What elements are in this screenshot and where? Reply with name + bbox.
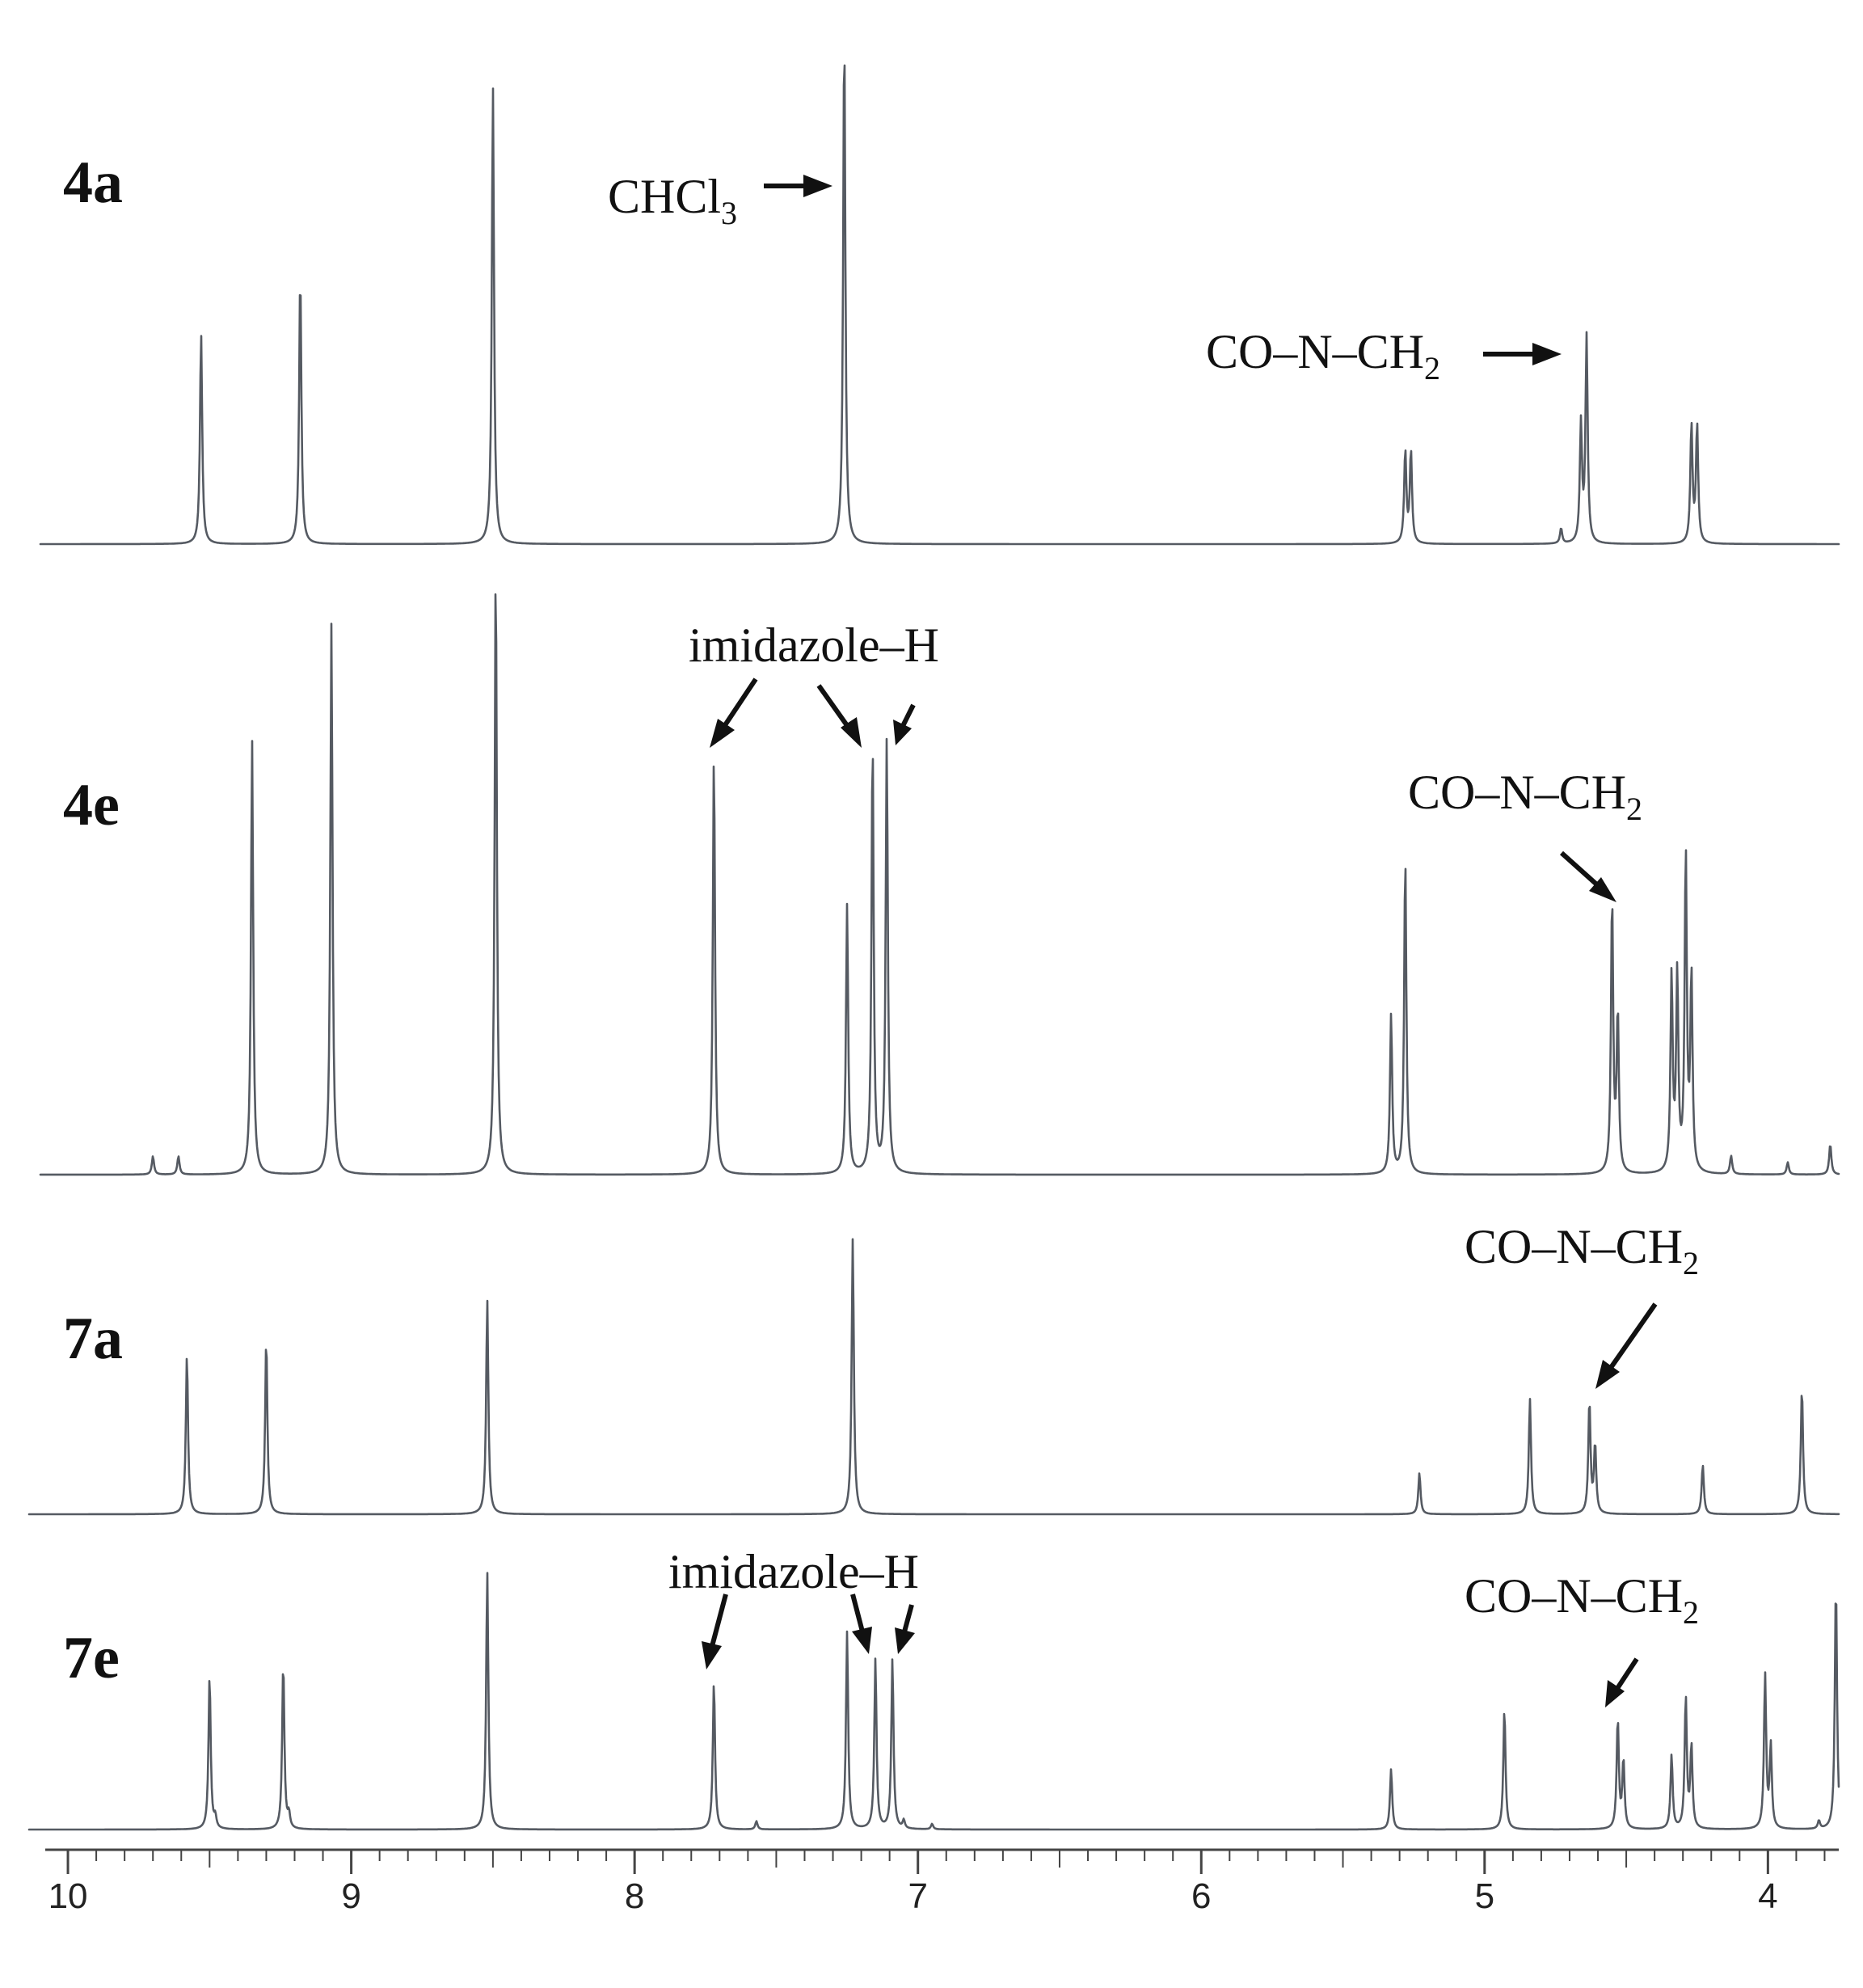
panel-label-7e: 7e [63,1625,120,1691]
x-axis-tick-labels: 10 9 8 7 6 5 4 [48,1876,1778,1916]
x-tick-label: 5 [1475,1876,1494,1916]
spectrum-trace-7e [27,1572,1840,1831]
arrow-con-ch2-7a [1595,1302,1658,1389]
spectra-traces [27,64,1840,1831]
spectrum-trace-4e [39,593,1840,1176]
panel-label-4a: 4a [63,150,123,216]
arrow-imidazole-h-4e-1 [710,677,758,748]
annotation-chcl3: CHCl3 [608,170,737,231]
annotation-chcl3-text: CHCl [608,170,721,223]
arrow-imidazole-h-7e-3 [895,1604,915,1654]
annotation-con-ch2-7a-text: CO–N–CH [1465,1220,1683,1273]
x-axis-ticks [66,1850,1826,1874]
annotation-con-ch2-4e-subscript: 2 [1626,791,1642,827]
panel-label-7a: 7a [63,1306,123,1372]
arrow-imidazole-h-7e-2 [850,1593,872,1654]
annotation-con-ch2-4e: CO–N–CH2 [1408,766,1642,827]
arrow-chcl3 [764,175,832,197]
arrow-con-ch2-7e [1605,1657,1639,1707]
annotation-imidazole-h-7e: imidazole–H [668,1545,919,1598]
x-axis: 10 9 8 7 6 5 4 [45,1848,1839,1916]
arrow-imidazole-h-7e-1 [702,1593,728,1669]
arrow-con-ch2-4e [1559,850,1616,902]
arrow-imidazole-h-4e-2 [816,684,862,748]
x-tick-label: 8 [625,1876,644,1916]
spectrum-trace-4a [39,64,1840,546]
annotation-con-ch2-7e-text: CO–N–CH [1465,1569,1683,1623]
annotation-con-ch2-7a-subscript: 2 [1683,1245,1699,1281]
arrow-imidazole-h-4e-3 [893,703,916,745]
x-tick-label: 7 [908,1876,927,1916]
annotation-con-ch2-4a-text: CO–N–CH [1206,325,1424,378]
annotation-chcl3-subscript: 3 [721,195,737,231]
panel-label-4e: 4e [63,772,120,838]
annotation-con-ch2-7e: CO–N–CH2 [1465,1569,1699,1631]
x-tick-label: 4 [1758,1876,1777,1916]
x-tick-label: 10 [48,1876,88,1916]
annotation-con-ch2-4e-text: CO–N–CH [1408,766,1626,819]
x-tick-label: 6 [1191,1876,1211,1916]
annotation-con-ch2-7e-subscript: 2 [1683,1594,1699,1631]
annotation-con-ch2-4a-subscript: 2 [1424,350,1440,386]
spectrum-trace-7a [27,1238,1840,1516]
annotation-con-ch2-4a: CO–N–CH2 [1206,325,1440,386]
arrow-con-ch2-4a [1483,343,1562,365]
annotation-imidazole-h-4e: imidazole–H [689,618,939,672]
x-tick-label: 9 [341,1876,360,1916]
annotation-con-ch2-7a: CO–N–CH2 [1465,1220,1699,1281]
